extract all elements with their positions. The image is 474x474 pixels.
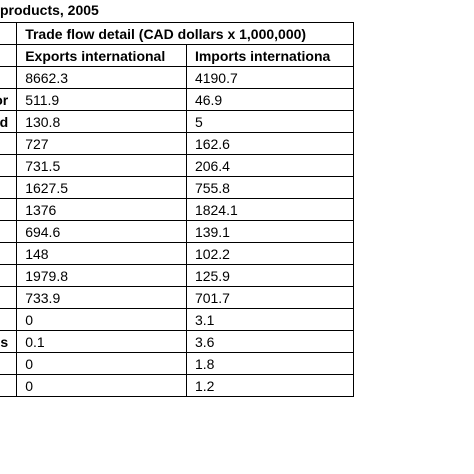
region-cell: [0, 132, 18, 155]
exports-cell: 731.5: [16, 154, 187, 177]
exports-cell: 0: [16, 308, 187, 331]
imports-cell: 162.6: [185, 132, 355, 155]
imports-cell: 3.6: [185, 330, 355, 353]
header-empty-cell: [0, 44, 18, 67]
region-cell: d: [0, 110, 18, 133]
table-row: 727 162.6: [0, 132, 355, 155]
exports-cell: 733.9: [16, 286, 187, 309]
imports-cell: 755.8: [185, 176, 355, 199]
imports-cell: 5: [185, 110, 355, 133]
exports-cell: 1627.5: [16, 176, 187, 199]
table-row: 1376 1824.1: [0, 198, 355, 221]
imports-cell: 1.2: [185, 374, 355, 397]
table-row: 0 3.1: [0, 308, 355, 331]
table-row: 0 1.2: [0, 374, 355, 397]
exports-cell: 511.9: [16, 88, 187, 111]
region-cell: [0, 220, 18, 243]
table-row: 733.9 701.7: [0, 286, 355, 309]
imports-cell: 1824.1: [185, 198, 355, 221]
exports-cell: 694.6: [16, 220, 187, 243]
exports-cell: 1376: [16, 198, 187, 221]
table-row: d 130.8 5: [0, 110, 355, 133]
table-row: es0.13.6: [0, 330, 355, 353]
region-cell: [0, 242, 18, 265]
exports-cell: 0: [16, 352, 187, 375]
region-cell: es: [0, 330, 18, 353]
imports-cell: 125.9: [185, 264, 355, 287]
region-cell: [0, 286, 18, 309]
header-row-group: Trade flow detail (CAD dollars x 1,000,0…: [0, 22, 354, 45]
imports-cell: 701.7: [185, 286, 355, 309]
imports-cell: 3.1: [185, 308, 355, 331]
region-cell: Labrador: [0, 88, 18, 111]
column-header-imports: Imports internationa: [185, 44, 355, 67]
imports-cell: 139.1: [185, 220, 355, 243]
table-row: 8662.3 4190.7: [0, 66, 355, 89]
table-row: 1627.5 755.8: [0, 176, 355, 199]
header-row-columns: Exports international Imports internatio…: [0, 44, 355, 67]
table-row: 1979.8 125.9: [0, 264, 355, 287]
imports-cell: 1.8: [185, 352, 355, 375]
imports-cell: 206.4: [185, 154, 355, 177]
exports-cell: 130.8: [16, 110, 187, 133]
trade-flow-table: Trade flow detail (CAD dollars x 1,000,0…: [0, 22, 355, 397]
region-cell: [0, 154, 18, 177]
region-cell: [0, 352, 18, 375]
trade-flow-table-body: Trade flow detail (CAD dollars x 1,000,0…: [0, 22, 355, 397]
region-cell: [0, 308, 18, 331]
column-header-exports: Exports international: [16, 44, 187, 67]
region-cell: [0, 264, 18, 287]
exports-cell: 148: [16, 242, 187, 265]
region-cell: [0, 66, 18, 89]
region-cell: [0, 176, 18, 199]
header-empty-cell: [0, 22, 18, 45]
exports-cell: 0.1: [16, 330, 187, 353]
table-caption: products, 2005: [0, 2, 99, 18]
imports-cell: 4190.7: [185, 66, 355, 89]
exports-cell: 0: [16, 374, 187, 397]
imports-cell: 46.9: [185, 88, 355, 111]
region-cell: [0, 374, 18, 397]
region-cell: [0, 198, 18, 221]
table-row: 694.6 139.1: [0, 220, 355, 243]
imports-cell: 102.2: [185, 242, 355, 265]
table-row: 0 1.8: [0, 352, 355, 375]
table-row: 731.5 206.4: [0, 154, 355, 177]
table-row: 148 102.2: [0, 242, 355, 265]
exports-cell: 727: [16, 132, 187, 155]
exports-cell: 1979.8: [16, 264, 187, 287]
exports-cell: 8662.3: [16, 66, 187, 89]
table-row: Labrador511.946.9: [0, 88, 355, 111]
group-header: Trade flow detail (CAD dollars x 1,000,0…: [16, 22, 354, 45]
